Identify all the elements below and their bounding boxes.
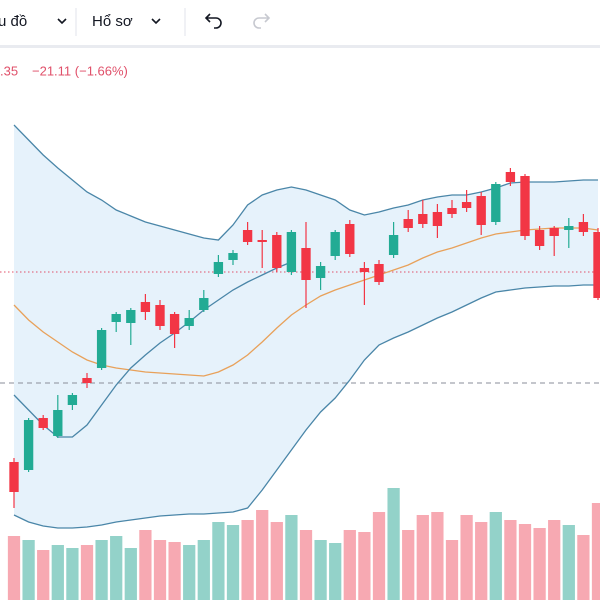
volume-bar <box>489 512 502 600</box>
volume-bar <box>124 548 137 600</box>
candle-body <box>578 222 589 232</box>
volume-bar <box>460 515 473 600</box>
chevron[interactable] <box>151 18 161 25</box>
volume-bar <box>562 525 575 600</box>
volume-bar <box>7 536 21 600</box>
candle-body <box>461 202 472 208</box>
volume-bar <box>372 512 386 600</box>
undo-button[interactable] <box>204 13 222 29</box>
candle-body <box>169 314 180 334</box>
candle-body <box>23 420 34 470</box>
candle-body <box>359 268 370 272</box>
candle-body <box>111 314 121 322</box>
volume-bar <box>431 512 444 600</box>
candle-body <box>213 262 224 274</box>
candle-body <box>315 266 326 278</box>
candle-body <box>228 253 238 260</box>
indicator-line <box>13 261 292 438</box>
candle-body <box>345 224 355 254</box>
candle-body <box>126 310 136 323</box>
indicator-line <box>13 284 598 529</box>
candle-body <box>9 462 19 492</box>
volume-bar <box>226 525 240 600</box>
volume-bar <box>533 528 546 600</box>
toolbar <box>0 0 600 46</box>
volume-bar <box>285 515 298 600</box>
volume-bar <box>270 522 283 600</box>
volume-bar <box>314 540 327 600</box>
candle-body <box>374 264 384 282</box>
readout-change: −21.11 (−1.66%) <box>32 63 128 78</box>
candle-body <box>491 184 501 222</box>
volume-bar <box>110 536 123 600</box>
volume-bar <box>241 520 254 600</box>
volume-bar <box>445 540 459 600</box>
chevron[interactable] <box>57 18 67 25</box>
toolbar-chart-menu[interactable]: u đồ <box>0 13 27 30</box>
candle-body <box>418 214 428 224</box>
candle-body <box>549 228 559 236</box>
candle-body <box>388 235 399 255</box>
volume-bar <box>22 540 35 600</box>
candle-body <box>520 176 530 236</box>
volume-bar <box>504 520 517 600</box>
candle-body <box>432 212 443 226</box>
toolbar-profile-menu[interactable]: Hổ sơ <box>92 13 133 30</box>
candle-body <box>286 232 297 272</box>
candle-body <box>301 248 311 280</box>
volume-bar <box>139 530 152 600</box>
candle-body <box>447 208 457 214</box>
volume-bar <box>358 532 371 600</box>
candle-body <box>67 395 78 405</box>
candle-body <box>505 172 516 182</box>
volume-bar <box>299 530 313 600</box>
readout-price: .35 <box>0 63 18 78</box>
volume-bar <box>153 540 167 600</box>
volume-bar <box>66 548 79 600</box>
candle-body <box>257 240 267 242</box>
volume-bar <box>197 540 210 600</box>
candle-body <box>96 330 107 368</box>
candle-body <box>53 410 63 436</box>
volume-bar <box>212 522 225 600</box>
volume-bar <box>577 535 590 600</box>
candle-body <box>155 305 165 326</box>
candle-body <box>272 235 282 268</box>
candle-body <box>82 378 92 383</box>
candle-body <box>199 298 209 310</box>
candle-body <box>184 318 194 326</box>
redo-button[interactable] <box>253 13 271 29</box>
indicator-line <box>13 124 598 241</box>
volume-bar <box>37 550 50 600</box>
volume-bar <box>387 488 400 600</box>
band-fill <box>14 125 598 528</box>
candle-body <box>242 230 253 242</box>
volume-bar <box>51 545 64 600</box>
volume-bar <box>416 515 429 600</box>
candle-body <box>330 232 340 256</box>
volume-bar <box>168 542 181 600</box>
candle-body <box>476 196 486 225</box>
candle-body <box>593 232 600 298</box>
candle-body <box>38 418 48 428</box>
volume-bar <box>548 520 561 600</box>
volume-bar <box>80 545 94 600</box>
toolbar-border <box>0 45 600 48</box>
volume-bar <box>591 503 600 600</box>
volume-bar <box>475 522 488 600</box>
volume-bar <box>256 510 269 600</box>
volume-bar <box>329 543 342 600</box>
plot-area <box>0 124 600 600</box>
candle-body <box>564 226 574 230</box>
volume-bar <box>183 545 196 600</box>
candle-body <box>403 219 413 228</box>
volume-bar <box>402 530 415 600</box>
volume-bar <box>95 540 108 600</box>
volume-bar <box>343 530 356 600</box>
candle-body <box>534 230 545 246</box>
candle-body <box>140 302 151 312</box>
volume-bar <box>518 524 532 600</box>
